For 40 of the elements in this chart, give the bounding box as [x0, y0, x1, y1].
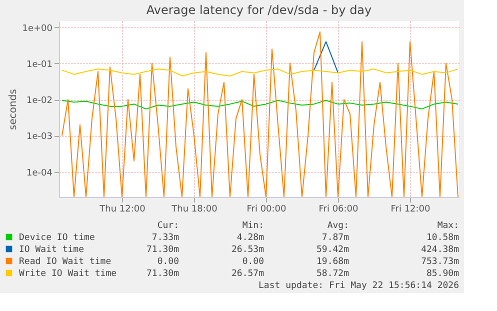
x-tick-label: Fri 12:00: [390, 204, 431, 214]
y-tick-label: 1e-02: [26, 96, 52, 106]
line-series: [62, 31, 458, 197]
legend-label: Read IO Wait time: [19, 257, 112, 267]
line-series: [62, 68, 458, 76]
text: 85.90m: [426, 269, 459, 279]
x-tick-label: Thu 12:00: [98, 204, 146, 214]
text: 7.87m: [322, 233, 349, 243]
x-tick-label: Fri 00:00: [246, 204, 287, 214]
y-tick-label: 1e-01: [26, 60, 52, 70]
text: 71.30m: [146, 245, 179, 255]
legend-label: Device IO time: [19, 233, 95, 243]
legend-label: IO Wait time: [19, 245, 84, 255]
text: Last update: Fri May 22 15:56:14 2026: [258, 281, 459, 291]
text: Min:: [242, 221, 264, 231]
text: 19.68m: [316, 257, 349, 267]
text: Cur:: [157, 221, 179, 231]
x-tick-label: Thu 18:00: [170, 204, 218, 214]
text: 10.58m: [426, 233, 459, 243]
text: 71.30m: [146, 269, 179, 279]
y-tick-label: 1e-03: [26, 132, 52, 142]
text: Avg:: [327, 221, 349, 231]
chart-title: Average latency for /dev/sda - by day: [146, 3, 372, 17]
text: Max:: [437, 221, 459, 231]
text: 0.00: [242, 257, 264, 267]
x-tick-label: Fri 06:00: [318, 204, 359, 214]
text: 59.42m: [316, 245, 349, 255]
text: 7.33m: [152, 233, 179, 243]
legend-label: Write IO Wait time: [19, 269, 117, 279]
text: 26.57m: [231, 269, 264, 279]
text: 0.00: [157, 257, 179, 267]
text: 424.38m: [421, 245, 459, 255]
text: 4.28m: [236, 233, 264, 243]
text: 26.53m: [231, 245, 264, 255]
y-tick-label: 1e-04: [26, 168, 53, 178]
text: 753.73m: [421, 257, 459, 267]
y-axis-title: seconds: [8, 89, 20, 130]
text: 58.72m: [316, 269, 349, 279]
y-tick-label: 1e+00: [22, 24, 53, 34]
line-series: [62, 100, 458, 110]
